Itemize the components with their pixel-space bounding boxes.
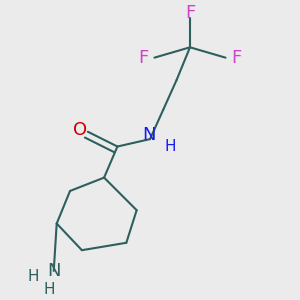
Text: F: F <box>231 49 242 67</box>
Text: H: H <box>44 282 55 297</box>
Text: O: O <box>73 121 88 139</box>
Text: F: F <box>138 49 148 67</box>
Text: N: N <box>143 126 156 144</box>
Text: F: F <box>185 4 195 22</box>
Text: N: N <box>47 262 61 280</box>
Text: H: H <box>165 139 176 154</box>
Text: H: H <box>27 269 39 284</box>
